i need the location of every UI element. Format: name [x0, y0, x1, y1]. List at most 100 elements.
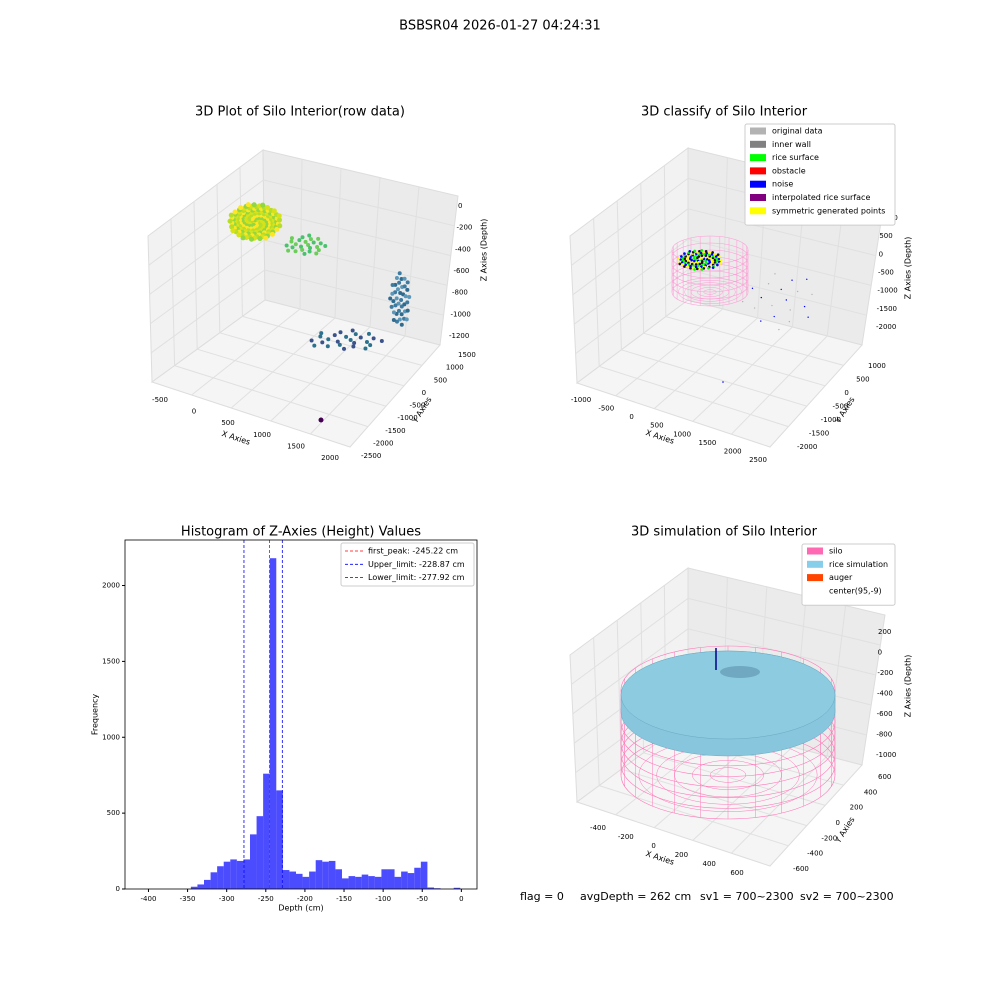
point — [719, 262, 722, 265]
pane-grid — [575, 269, 689, 355]
tick-label: 200 — [850, 804, 863, 812]
y-tick-label: 500 — [107, 809, 120, 817]
tick-label: -200 — [457, 224, 473, 232]
point — [316, 236, 321, 241]
point — [705, 257, 709, 261]
legend-label: obstacle — [772, 166, 806, 175]
pane-grid — [572, 628, 689, 715]
point — [249, 236, 255, 242]
pane-grid — [264, 269, 444, 316]
y-axis-label: Frequency — [91, 694, 100, 736]
point — [358, 335, 363, 340]
point — [791, 279, 793, 281]
tick-label: 1000 — [673, 430, 691, 438]
point — [257, 236, 263, 242]
point — [342, 346, 347, 351]
point — [683, 252, 686, 255]
point — [344, 334, 349, 339]
point — [390, 291, 395, 296]
point — [228, 212, 234, 218]
point — [694, 263, 698, 266]
legend-box — [340, 542, 475, 587]
point — [760, 296, 763, 299]
bar — [315, 860, 323, 889]
tick-label: 0 — [651, 842, 655, 850]
figure-title: BSBSR04 2026-01-27 04:24:31 — [399, 19, 601, 34]
point — [687, 263, 691, 266]
tick-label: 200 — [878, 628, 891, 636]
tick-label: 1000 — [253, 431, 271, 439]
legend-label: auger — [829, 573, 853, 582]
point — [686, 265, 689, 268]
point — [695, 267, 699, 271]
x-tick-label: -250 — [258, 895, 274, 903]
bar — [414, 867, 421, 889]
point — [678, 262, 682, 266]
point — [293, 242, 298, 247]
point — [681, 263, 684, 266]
point — [396, 308, 401, 313]
point — [319, 331, 324, 336]
bar — [256, 816, 264, 889]
point — [353, 332, 358, 337]
bar — [249, 834, 257, 889]
y-tick-label: 1000 — [102, 733, 120, 741]
point — [338, 330, 343, 335]
point — [394, 296, 399, 301]
point — [716, 253, 720, 256]
point — [245, 202, 251, 208]
point — [700, 254, 704, 257]
bar — [387, 869, 395, 889]
point — [692, 259, 696, 263]
bar — [374, 876, 382, 889]
pane-grid — [242, 315, 423, 366]
legend-label: center(95,-9) — [829, 586, 882, 595]
footer-text: avgDepth = 262 cm — [580, 890, 691, 903]
point — [232, 209, 238, 215]
legend-swatch — [807, 574, 823, 582]
pane-grid — [299, 159, 303, 310]
legend-swatch — [807, 587, 823, 595]
pane-grid — [334, 168, 342, 319]
point — [397, 317, 402, 322]
tick-label: 0 — [192, 408, 196, 416]
tick-label: 1500 — [458, 351, 476, 359]
tick-label: -1200 — [449, 332, 469, 340]
pane-grid — [219, 332, 405, 387]
point — [717, 257, 721, 261]
panel-title: 3D simulation of Silo Interior — [631, 525, 818, 540]
point — [284, 243, 289, 248]
pane-grid — [643, 332, 826, 387]
point — [683, 265, 686, 268]
point — [391, 310, 396, 315]
point — [297, 238, 302, 243]
legend-swatch — [750, 207, 766, 215]
legend-swatch — [750, 154, 766, 162]
point — [351, 344, 356, 349]
tick-label: 0 — [844, 389, 848, 397]
point — [677, 257, 681, 260]
tick-label: 0 — [878, 649, 882, 657]
bar — [282, 870, 290, 889]
tick-label: -200 — [821, 834, 837, 842]
pane-grid — [150, 269, 265, 354]
point — [714, 256, 718, 260]
legend-label: rice simulation — [829, 560, 888, 569]
pane-grid — [687, 208, 876, 257]
tick-label: -1000 — [397, 414, 417, 422]
point — [753, 307, 756, 309]
point — [399, 276, 404, 281]
point — [227, 218, 233, 224]
point — [263, 235, 269, 241]
pane-grid — [230, 317, 336, 409]
pane-grid — [197, 348, 387, 407]
bar — [204, 879, 211, 889]
point — [394, 319, 399, 324]
x-tick-label: 0 — [459, 895, 463, 903]
pane — [150, 299, 441, 448]
point — [289, 236, 294, 241]
legend-swatch — [807, 560, 823, 568]
pane-grid — [174, 365, 369, 428]
point — [788, 320, 791, 323]
tick-label: -500 — [878, 269, 894, 277]
